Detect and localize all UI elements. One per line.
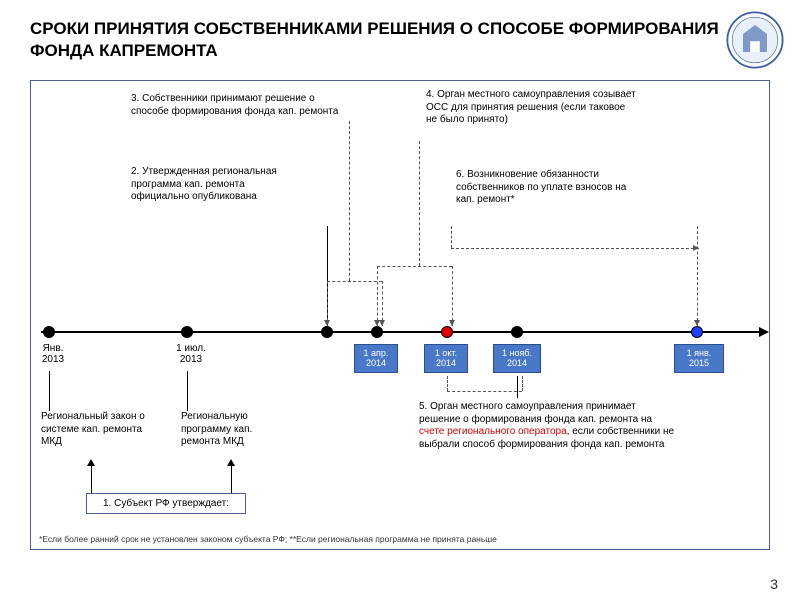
diagram-frame: 3. Собственники принимают решение о спос… [30,80,770,550]
connector-b1-r [231,463,232,493]
point-jul2013 [181,326,193,338]
badge-apr2014: 1 апр. 2014 [354,344,398,373]
connector-n5 [517,376,518,398]
connector-n5-l [447,376,448,391]
arrow-n3-l [324,320,330,326]
point-jan2015 [691,326,703,338]
note-4: 4. Орган местного самоуправления созывае… [426,89,636,127]
note-5-a: 5. Орган местного самоуправления принима… [419,401,652,425]
note-5-red: счете регионального оператора [419,426,567,437]
label-jan2013: Янв. 2013 [33,343,73,365]
connector-n3-v [349,121,350,281]
connector-b-left [49,371,50,411]
badge-nov2014: 1 нояб. 2014 [493,344,541,373]
badge-oct2014: 1 окт. 2014 [424,344,468,373]
arrow-b1-l [87,459,95,466]
org-logo [725,10,785,70]
arrow-n6-h [693,245,699,251]
connector-n5-h [447,391,522,392]
point-apr2014 [371,326,383,338]
connector-n4-h [377,266,452,267]
connector-n3-h [327,281,382,282]
note-2: 2. Утвержденная региональная программа к… [131,166,301,204]
connector-n6-v [697,226,698,326]
connector-n6-h [451,248,699,249]
bottom-left-text: Региональный закон о системе кап. ремонт… [41,411,151,449]
note-3: 3. Собственники принимают решение о спос… [131,93,341,118]
footnote: *Если более ранний срок не установлен за… [39,534,497,544]
point-jan2013 [43,326,55,338]
label-jul2013: 1 июл. 2013 [166,343,216,365]
box-b1: 1. Субъект РФ утверждает: [86,493,246,514]
arrow-n6 [694,320,700,326]
connector-n4-r [452,266,453,326]
connector-b-right [187,371,188,411]
point-nov2014 [511,326,523,338]
connector-n5-r [522,376,523,391]
arrow-n4-r [449,320,455,326]
arrow-n4-l [374,320,380,326]
note-6: 6. Возникновение обязанности собственник… [456,169,636,207]
point-jan2014 [321,326,333,338]
timeline-axis [41,331,761,333]
arrow-b1-r [227,459,235,466]
connector-b1-l [91,463,92,493]
point-oct2014 [441,326,453,338]
timeline-arrowhead [759,327,769,337]
bottom-right-text: Региональную программу кап. ремонта МКД [181,411,291,449]
page-number: 3 [770,576,778,592]
badge-jan2015: 1 янв. 2015 [674,344,724,373]
note-5: 5. Орган местного самоуправления принима… [419,401,679,451]
connector-n4-l [377,266,378,326]
connector-n4-v [419,141,420,266]
page-title: СРОКИ ПРИНЯТИЯ СОБСТВЕННИКАМИ РЕШЕНИЯ О … [0,0,800,72]
connector-n6-h-drop1 [451,226,452,248]
